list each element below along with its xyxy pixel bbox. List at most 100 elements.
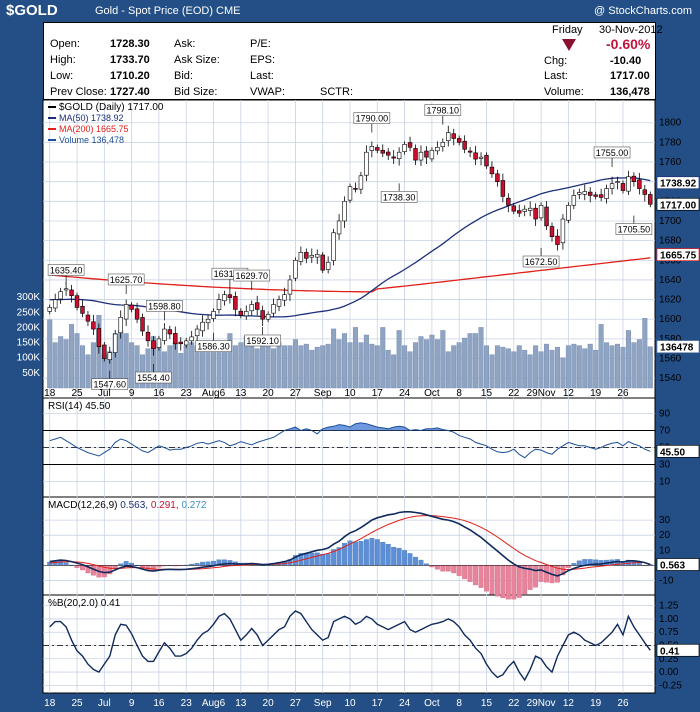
- rsi-tick-label: 90: [659, 409, 671, 420]
- candle-body: [456, 138, 462, 143]
- macd-histogram-bar: [123, 561, 129, 566]
- candle-body: [63, 288, 69, 291]
- candle-body: [533, 207, 538, 220]
- volume-bar: [631, 342, 637, 389]
- rsi-tick-label: 70: [659, 426, 671, 437]
- price-tick-label: 1700: [659, 216, 682, 227]
- volume-bar: [511, 351, 517, 389]
- candle-body: [309, 255, 314, 258]
- volume-bar: [271, 348, 277, 389]
- volume-tick-label: 150K: [17, 338, 41, 349]
- volume-bar: [129, 342, 135, 389]
- candle-body: [555, 235, 560, 245]
- bottom-x-tick-label: 23: [181, 698, 193, 709]
- macd-last-tag: 0.563: [660, 561, 685, 572]
- candle-body: [140, 317, 145, 332]
- x-tick-label: 8: [456, 388, 462, 399]
- volume-bar: [178, 352, 184, 389]
- candle-body: [440, 142, 446, 148]
- volume-bar: [369, 343, 375, 389]
- prev-close-value: 1727.40: [110, 86, 150, 98]
- annotation-box: [47, 264, 85, 276]
- stockcharts-credit[interactable]: @ StockCharts.com: [594, 5, 692, 17]
- candle-body: [167, 329, 173, 335]
- x-tick-label: 19: [590, 388, 602, 399]
- candle-body: [227, 294, 233, 298]
- volume-bar: [582, 348, 588, 389]
- last-label-mid: Last:: [250, 70, 274, 82]
- price-annotation: 1625.70: [110, 275, 143, 285]
- macd-histogram-bar: [63, 562, 69, 566]
- candle-body: [123, 304, 129, 320]
- pctb-tick-label: 1.00: [659, 614, 679, 625]
- macd-histogram-bar: [363, 539, 369, 566]
- candle-body: [238, 310, 244, 316]
- macd-histogram-bar: [511, 565, 517, 600]
- x-tick-label: 10: [344, 388, 356, 399]
- candle-body: [489, 166, 495, 175]
- volume-bar: [238, 342, 244, 389]
- volume-bar: [189, 342, 195, 389]
- rsi-overbought-fill: [49, 422, 651, 431]
- volume-price-tag: 136478: [660, 343, 694, 354]
- volume-bar: [554, 346, 560, 389]
- ma200-legend: MA(200) 1665.75: [59, 124, 129, 134]
- volume-bar: [303, 343, 309, 389]
- volume-bar: [642, 318, 648, 389]
- candle-body: [364, 151, 369, 176]
- volume-bar: [451, 345, 457, 389]
- x-tick-label: 22: [508, 388, 520, 399]
- macd-histogram-bar: [544, 565, 549, 583]
- candle-body: [473, 152, 478, 160]
- macd-histogram-bar: [396, 547, 402, 566]
- rsi-line: [49, 422, 651, 459]
- macd-histogram-bar: [473, 565, 479, 586]
- price-annotation: 1738.30: [383, 192, 416, 202]
- candle-body: [435, 146, 440, 152]
- candle-body: [577, 192, 582, 195]
- candle-body: [331, 232, 336, 261]
- macd-histogram-bar: [565, 565, 571, 568]
- candle-body: [320, 254, 325, 271]
- pctb-tick-label: 0.00: [659, 667, 679, 678]
- candle-body: [80, 305, 85, 314]
- candle-body: [102, 344, 107, 359]
- volume-bar: [385, 349, 391, 389]
- volume-bar: [79, 345, 85, 389]
- candle-body: [544, 206, 549, 227]
- macd-legend: MACD(12,26,9) 0.563, 0.291, 0.272: [48, 500, 207, 511]
- rsi-last-tag-box: [656, 444, 700, 458]
- volume-bar: [69, 324, 75, 389]
- bottom-x-tick-label: 25: [71, 698, 83, 709]
- chg-label: Chg:: [544, 55, 568, 67]
- macd-tick-label: 20: [659, 530, 671, 541]
- candle-body: [598, 194, 604, 198]
- volume-bar: [396, 330, 402, 389]
- macd-histogram-bar: [402, 550, 408, 566]
- volume-bar: [183, 345, 189, 389]
- candle-body: [620, 183, 626, 191]
- volume-bar: [549, 349, 555, 389]
- macd-histogram-bar: [353, 541, 358, 566]
- pctb-tick-label: -0.25: [659, 680, 682, 691]
- macd-histogram-bar: [418, 559, 424, 566]
- volume-tick-label: 100K: [17, 353, 41, 364]
- candle-body: [162, 328, 167, 341]
- x-tick-label: 12: [563, 388, 575, 399]
- price-tick-label: 1800: [659, 118, 682, 129]
- bottom-x-tick-label: 29Nov: [527, 698, 556, 709]
- price-tick-label: 1600: [659, 314, 682, 325]
- volume-bar: [85, 354, 91, 389]
- annotation-box: [615, 223, 653, 235]
- volume-bar: [161, 351, 167, 389]
- volume-bar: [320, 345, 326, 389]
- candle-body: [211, 311, 216, 319]
- macd-histogram-bar: [112, 565, 118, 569]
- candle-body: [222, 294, 227, 302]
- volume-tick-label: 200K: [17, 322, 41, 333]
- price-annotation: 1554.40: [137, 373, 170, 383]
- pctb-tick-label: 0.75: [659, 627, 679, 638]
- candle-body: [173, 333, 178, 345]
- volume-bar: [325, 343, 331, 389]
